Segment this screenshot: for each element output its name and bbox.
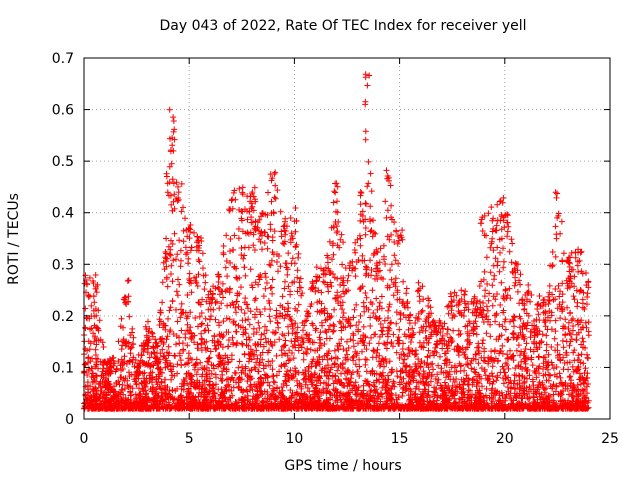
y-tick-label: 0 (65, 412, 74, 428)
y-tick-label: 0.3 (52, 257, 74, 273)
x-tick-label: 15 (391, 431, 409, 447)
y-tick-label: 0.4 (52, 206, 74, 222)
y-axis-label: ROTI / TECUs (6, 193, 22, 285)
chart-title: Day 043 of 2022, Rate Of TEC Index for r… (159, 18, 526, 34)
x-tick-label: 20 (496, 431, 514, 447)
roti-plus-markers (81, 71, 592, 412)
y-tick-label: 0.6 (52, 103, 74, 119)
x-tick-label: 10 (285, 431, 303, 447)
x-axis-label: GPS time / hours (284, 458, 401, 474)
y-tick-label: 0.5 (52, 154, 74, 170)
x-tick-label: 25 (601, 431, 619, 447)
y-tick-label: 0.2 (52, 309, 74, 325)
y-tick-label: 0.1 (52, 360, 74, 376)
y-tick-label: 0.7 (52, 51, 74, 67)
x-tick-label: 0 (80, 431, 89, 447)
tick-labels: 0 0.1 0.2 0.3 0.4 0.5 0.6 0.7 0 5 10 15 20 25 (52, 51, 619, 447)
axis-ticks (83, 57, 611, 420)
plot-frame (83, 57, 611, 420)
data-points (81, 71, 592, 412)
x-tick-label: 5 (185, 431, 194, 447)
